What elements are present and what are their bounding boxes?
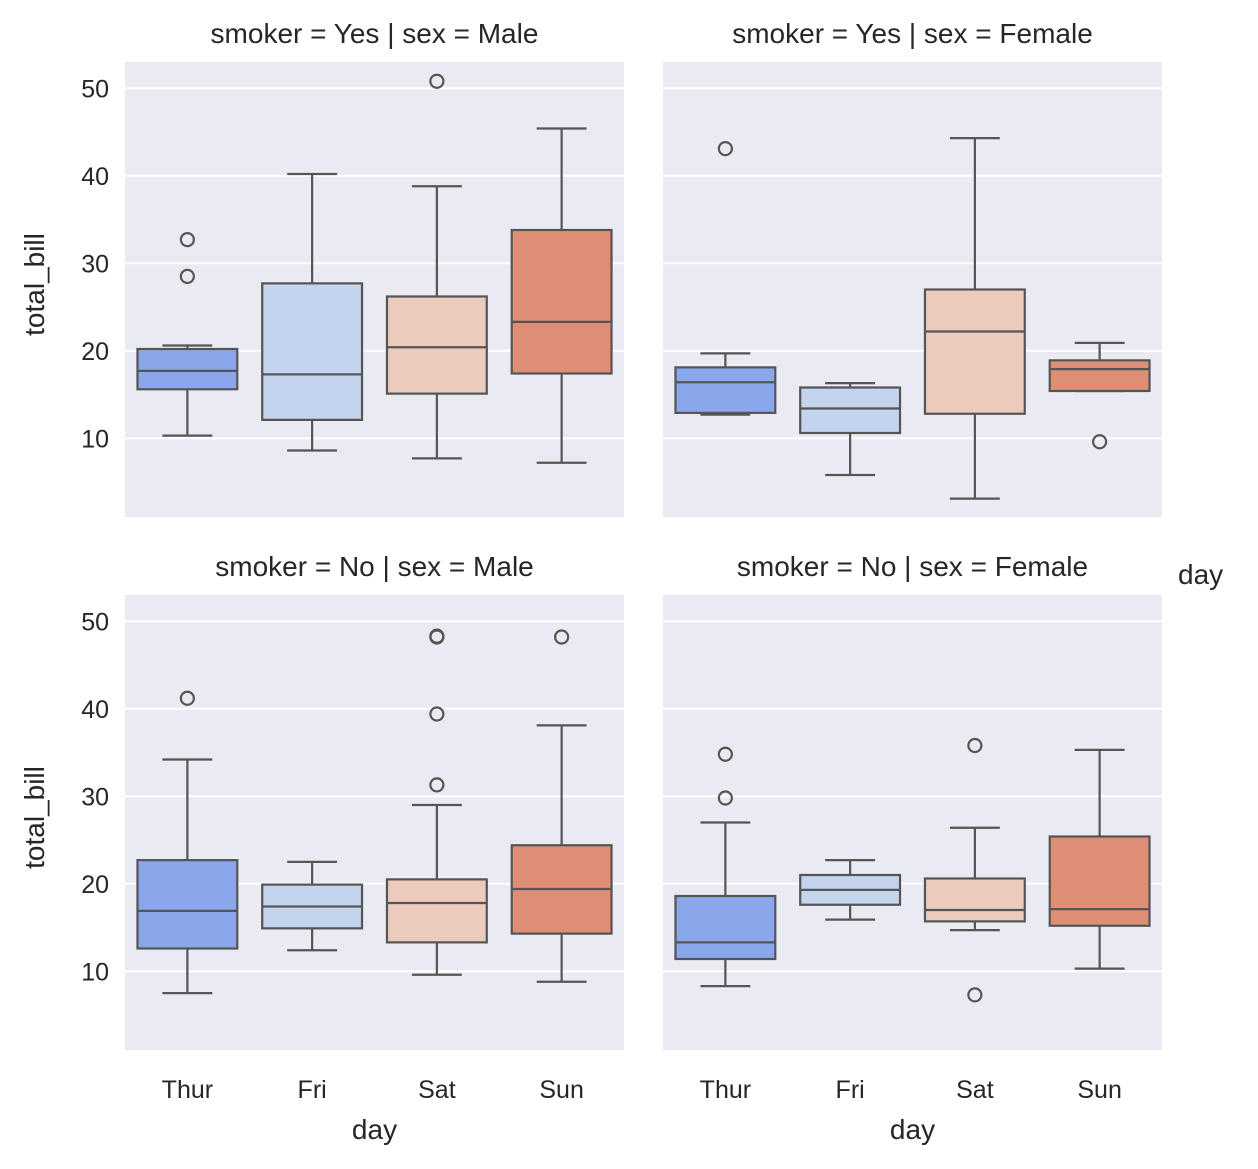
box-thur bbox=[674, 141, 777, 416]
outlier-point bbox=[429, 706, 445, 722]
box-sat bbox=[385, 628, 488, 976]
box-body bbox=[1048, 359, 1151, 393]
box-fri bbox=[799, 382, 902, 477]
outlier-point bbox=[717, 746, 733, 762]
x-tick-label: Sun bbox=[539, 1076, 583, 1104]
y-tick-label: 30 bbox=[81, 250, 109, 278]
outlier-point bbox=[967, 737, 983, 754]
x-axis-label: day bbox=[352, 1114, 397, 1145]
box-sun bbox=[510, 629, 613, 983]
y-tick-label: 10 bbox=[81, 425, 109, 453]
outlier-point bbox=[179, 232, 195, 248]
legend-title: day bbox=[1178, 559, 1223, 590]
box-fri bbox=[799, 859, 902, 921]
box-sun bbox=[1048, 341, 1151, 450]
panels-layer: 10 20 30 40 50 smoker = Yes | sex = Male total… bbox=[19, 18, 1162, 1145]
x-tick-label: Thur bbox=[162, 1076, 213, 1104]
panel-title: smoker = No | sex = Male bbox=[215, 551, 534, 582]
box-sat bbox=[923, 737, 1026, 1003]
x-tick-label: Sat bbox=[956, 1076, 994, 1104]
x-tick-label: Sat bbox=[418, 1076, 456, 1104]
box-body bbox=[385, 295, 488, 395]
box-body bbox=[799, 386, 902, 435]
y-tick-label: 50 bbox=[81, 608, 109, 636]
y-axis-label: total_bill bbox=[19, 766, 50, 869]
panel-title: smoker = No | sex = Female bbox=[737, 551, 1088, 582]
box-sun bbox=[510, 127, 613, 464]
outlier-point bbox=[717, 141, 733, 157]
outlier-point bbox=[1092, 434, 1108, 450]
box-thur bbox=[136, 690, 239, 995]
panel-background bbox=[125, 595, 624, 1050]
panel-background bbox=[663, 62, 1162, 517]
x-tick-label: Sun bbox=[1077, 1076, 1121, 1104]
panel-3: 10 20 30 40 50 smoker = No | sex = Male total_… bbox=[19, 551, 624, 1145]
box-body bbox=[674, 366, 777, 414]
box-sun bbox=[1048, 748, 1151, 970]
panel-title: smoker = Yes | sex = Female bbox=[732, 18, 1093, 49]
x-tick-label: Fri bbox=[836, 1076, 865, 1104]
y-tick-label: 20 bbox=[81, 338, 109, 366]
box-sat bbox=[385, 73, 488, 460]
outlier-point bbox=[179, 268, 195, 284]
box-fri bbox=[261, 860, 364, 952]
panel-1: 10 20 30 40 50 smoker = Yes | sex = Male total… bbox=[19, 18, 624, 517]
box-body bbox=[1048, 835, 1151, 927]
outlier-point bbox=[967, 987, 983, 1003]
outlier-point bbox=[179, 690, 195, 706]
outlier-point bbox=[429, 73, 445, 89]
outlier-point bbox=[429, 629, 445, 645]
box-body bbox=[261, 282, 364, 421]
y-tick-label: 10 bbox=[81, 958, 109, 986]
outlier-point bbox=[717, 790, 733, 806]
box-sat bbox=[923, 137, 1026, 500]
outlier-point bbox=[429, 777, 445, 793]
box-body bbox=[510, 228, 613, 375]
y-tick-label: 40 bbox=[81, 163, 109, 191]
x-axis-label: day bbox=[890, 1114, 935, 1145]
y-tick-label: 30 bbox=[81, 783, 109, 811]
box-body bbox=[385, 878, 488, 944]
box-body bbox=[674, 894, 777, 961]
y-tick-label: 50 bbox=[81, 75, 109, 103]
x-tick-label: Thur bbox=[700, 1076, 751, 1104]
box-thur bbox=[674, 746, 777, 988]
outlier-point bbox=[554, 629, 570, 645]
y-axis-label: total_bill bbox=[19, 233, 50, 336]
box-body bbox=[923, 877, 1026, 923]
box-thur bbox=[136, 232, 239, 437]
box-body bbox=[923, 288, 1026, 415]
box-body bbox=[136, 859, 239, 950]
y-tick-label: 20 bbox=[81, 871, 109, 899]
panel-4: smoker = No | sex = Female Thur Fri Sat Sun d… bbox=[663, 551, 1162, 1145]
panel-title: smoker = Yes | sex = Male bbox=[211, 18, 539, 49]
x-tick-label: Fri bbox=[298, 1076, 327, 1104]
box-fri bbox=[261, 172, 364, 452]
y-tick-label: 40 bbox=[81, 696, 109, 724]
box-body bbox=[136, 347, 239, 391]
panel-2: smoker = Yes | sex = Female bbox=[663, 18, 1162, 517]
